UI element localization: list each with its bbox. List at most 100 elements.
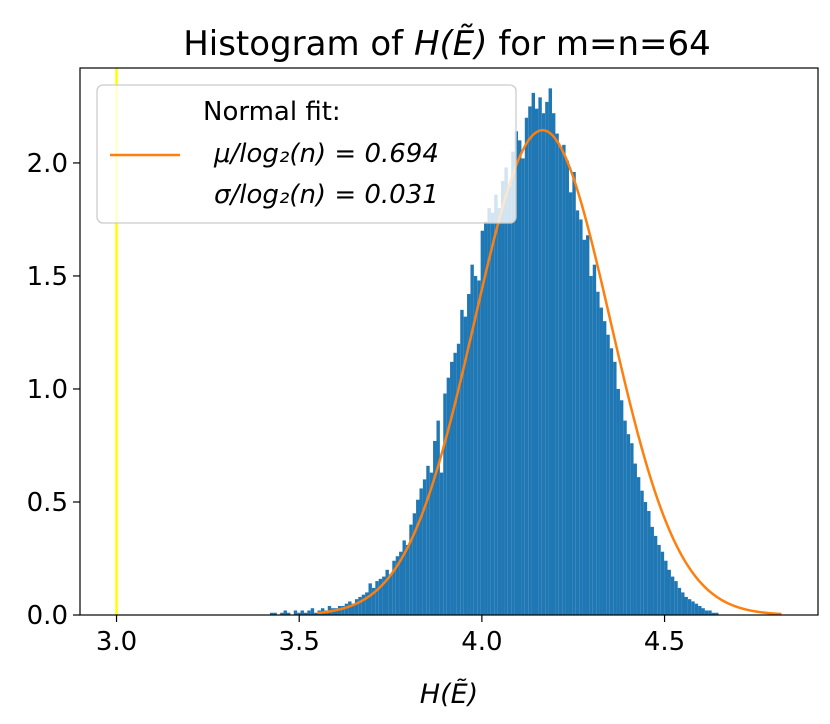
histogram-bar xyxy=(521,158,525,615)
histogram-bar xyxy=(565,160,569,616)
histogram-bar xyxy=(497,208,502,615)
histogram-bar xyxy=(341,605,345,615)
histogram-bar xyxy=(715,612,719,615)
histogram-bar xyxy=(470,264,474,615)
histogram-bar xyxy=(477,280,481,615)
legend-box xyxy=(96,84,517,224)
histogram-bar xyxy=(286,612,291,615)
histogram-bar xyxy=(433,440,437,615)
histogram-bar xyxy=(354,599,359,615)
histogram-bar xyxy=(535,108,539,615)
histogram-bar xyxy=(528,106,532,616)
histogram-bar xyxy=(473,275,478,615)
histogram-bar xyxy=(613,361,617,615)
histogram-bar xyxy=(674,581,678,615)
legend-label-title: Normal fit: xyxy=(203,97,341,127)
histogram-bar xyxy=(439,472,444,615)
histogram-bar xyxy=(681,592,685,615)
histogram-bar xyxy=(538,97,542,615)
x-tick-label: 4.5 xyxy=(644,627,685,657)
histogram-bar xyxy=(653,535,658,615)
histogram-bar xyxy=(711,612,716,615)
histogram-bar xyxy=(518,140,522,615)
histogram-bar xyxy=(640,490,644,615)
histogram-bar xyxy=(657,544,661,615)
histogram-bar xyxy=(568,192,573,615)
histogram-bar xyxy=(314,612,318,615)
histogram-bar xyxy=(409,524,413,615)
histogram-bar xyxy=(636,477,641,615)
histogram-bar xyxy=(303,612,308,615)
histogram-bar xyxy=(572,171,576,616)
histogram-bar xyxy=(664,560,668,615)
title-prefix: Histogram of xyxy=(183,24,414,64)
histogram-bar xyxy=(293,610,298,615)
histogram-bar xyxy=(667,569,671,615)
histogram-bar xyxy=(545,101,549,615)
histogram-bar xyxy=(351,603,355,615)
histogram-bar xyxy=(575,210,580,615)
histogram-bar xyxy=(582,239,586,616)
histogram-bar xyxy=(592,264,597,615)
histogram-bar xyxy=(609,348,614,615)
histogram-bar xyxy=(619,400,624,615)
histogram-bar xyxy=(487,208,491,615)
histogram-bar xyxy=(348,601,352,615)
histogram-bar xyxy=(334,608,338,615)
legend-label-mu: μ/log₂(n) = 0.694 xyxy=(213,139,439,169)
histogram-bar xyxy=(378,578,383,615)
histogram-bar xyxy=(548,88,552,616)
histogram-bar xyxy=(371,587,376,615)
histogram-bar xyxy=(412,513,417,615)
histogram-bar xyxy=(297,612,301,615)
histogram-bar xyxy=(310,608,315,615)
histogram-bar xyxy=(307,610,311,615)
y-tick-label: 0.0 xyxy=(27,601,68,631)
histogram-bar xyxy=(446,377,451,615)
x-tick-label: 3.0 xyxy=(96,627,137,657)
histogram-bar xyxy=(460,309,464,615)
histogram-bar xyxy=(630,443,634,615)
histogram-bar xyxy=(562,144,566,615)
histogram-bar xyxy=(463,316,468,615)
histogram-bar xyxy=(426,465,430,615)
histogram-bar xyxy=(701,608,705,615)
histogram-bar xyxy=(344,603,349,615)
histogram-bar xyxy=(402,540,406,615)
histogram-bar xyxy=(300,610,304,615)
histogram-bar xyxy=(643,501,648,615)
histogram-bar xyxy=(504,167,508,615)
histogram-bar xyxy=(524,117,529,615)
y-tick-label: 2.0 xyxy=(27,149,68,179)
histogram-bar xyxy=(507,185,512,616)
histogram-bar xyxy=(467,294,471,615)
histogram-bar xyxy=(382,576,386,615)
histogram-bar xyxy=(392,560,396,615)
histogram-bar xyxy=(280,612,284,615)
axis-ticks: 3.0 3.5 4.0 4.5 0.0 0.5 1.0 1.5 2.0 xyxy=(27,149,686,657)
histogram-bar xyxy=(647,511,651,615)
histogram-bar xyxy=(399,551,403,615)
histogram-bar xyxy=(368,583,372,615)
histogram-bar xyxy=(511,151,515,615)
histogram-bar xyxy=(541,113,546,616)
histogram-bar xyxy=(585,235,590,615)
histogram-bar xyxy=(405,544,410,615)
histogram-bar xyxy=(704,610,709,615)
histogram-bar xyxy=(429,472,434,615)
histogram-bar xyxy=(365,592,369,615)
normal-fit-curve xyxy=(317,128,782,616)
histogram-bar xyxy=(385,569,389,615)
histogram-bar xyxy=(579,219,583,615)
histogram-bar xyxy=(687,599,692,615)
histogram-bar xyxy=(691,601,695,615)
x-tick-label: 4.0 xyxy=(461,627,502,657)
histogram-bar xyxy=(484,221,488,615)
legend-label-sigma: σ/log₂(n) = 0.031 xyxy=(214,180,439,210)
histogram-bar xyxy=(602,321,607,615)
histogram-bar xyxy=(626,434,631,615)
title-math: H(Ẽ) xyxy=(414,24,488,64)
histogram-bar xyxy=(456,343,461,615)
histogram-bar xyxy=(453,352,457,615)
